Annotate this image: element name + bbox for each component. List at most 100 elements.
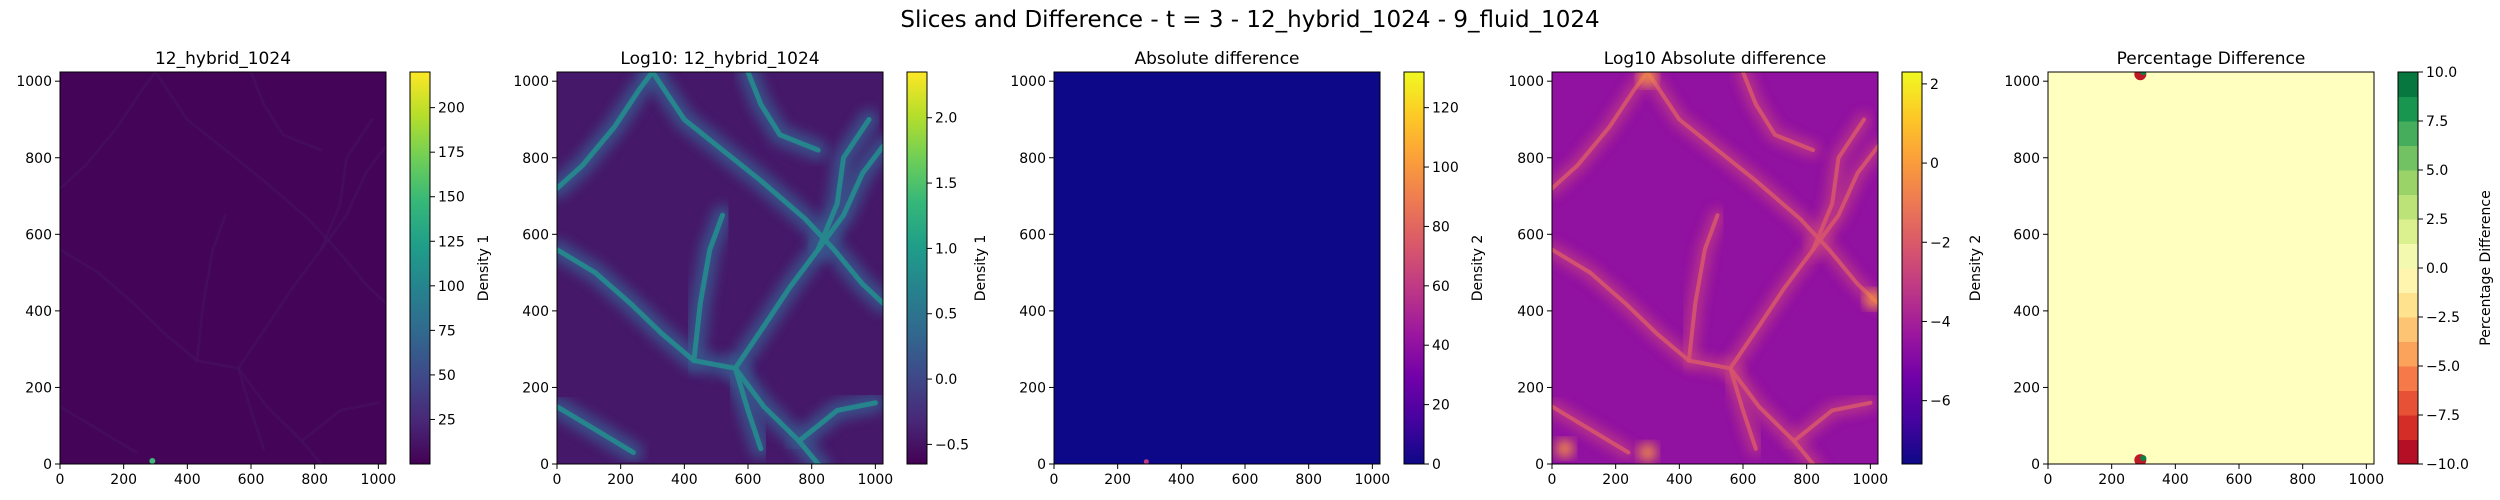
- filament-7: [60, 405, 138, 454]
- panel-title: 12_hybrid_1024: [155, 49, 291, 69]
- colorbar-level: [2398, 341, 2418, 367]
- colorbar-frame: [1901, 71, 1923, 465]
- y-tick-label: 0: [43, 457, 52, 473]
- colorbar-level: [2398, 415, 2418, 440]
- x-tick-label: 200: [1602, 472, 1629, 488]
- y-tick-label: 800: [522, 151, 549, 167]
- x-tick-label: 600: [238, 472, 265, 488]
- colorbar-tick-label: 125: [438, 234, 465, 250]
- filament-4: [154, 72, 386, 305]
- heatmap-field: [60, 72, 386, 464]
- colorbar-level: [2398, 145, 2418, 171]
- colorbar-label: Density 1: [973, 235, 989, 302]
- figure-title: Slices and Difference - t = 3 - 12_hybri…: [900, 7, 1599, 33]
- colorbar-tick-label: 80: [1432, 219, 1450, 235]
- filament-5: [195, 213, 227, 363]
- y-tick-label: 1000: [16, 74, 52, 90]
- colorbar-frame: [1403, 71, 1425, 465]
- colorbar-level: [2398, 194, 2418, 220]
- colorbar-gradient: [1404, 72, 1424, 464]
- filament-4: [650, 72, 883, 306]
- x-tick-label: 200: [1104, 472, 1131, 488]
- colorbar-tick-label: 20: [1432, 398, 1450, 414]
- x-tick-label: 400: [671, 472, 698, 488]
- hotspot-1: [1864, 290, 1878, 309]
- colorbar-tick-label: 100: [1432, 160, 1459, 176]
- colorbar-label: Density 2: [1470, 235, 1486, 302]
- colorbar-tick-label: 2: [1930, 77, 1939, 93]
- x-tick-label: 400: [174, 472, 201, 488]
- colorbar-tick-label: 1.5: [935, 176, 957, 192]
- x-tick-label: 400: [1168, 472, 1195, 488]
- colorbar-tick-label: 75: [438, 323, 456, 339]
- colorbar-tick-label: −6: [1930, 394, 1951, 410]
- colorbar-tick-label: 7.5: [2426, 114, 2448, 130]
- x-tick-label: 400: [2162, 472, 2189, 488]
- filament-3: [557, 72, 655, 191]
- x-tick-label: 200: [110, 472, 137, 488]
- y-tick-label: 400: [2013, 304, 2040, 320]
- colorbar-tick-label: −4: [1930, 314, 1951, 330]
- y-tick-label: 1000: [513, 74, 549, 90]
- colorbar-label: Percentage Difference: [2478, 190, 2494, 345]
- y-tick-label: 0: [2031, 457, 2040, 473]
- filament-4: [1645, 72, 1878, 306]
- y-tick-label: 800: [2013, 151, 2040, 167]
- x-tick-label: 600: [1232, 472, 1259, 488]
- x-tick-label: 400: [1666, 472, 1693, 488]
- x-tick-label: 600: [1730, 472, 1757, 488]
- colorbar-tick-label: −2.5: [2426, 310, 2460, 326]
- x-tick-label: 800: [1793, 472, 1820, 488]
- colorbar-tick-label: 0.0: [2426, 261, 2448, 277]
- filament-9: [1811, 117, 1866, 252]
- colorbar-label: Density 1: [476, 235, 492, 302]
- x-tick-label: 600: [2226, 472, 2253, 488]
- colorbar-level: [2398, 366, 2418, 391]
- x-tick-label: 800: [2289, 472, 2316, 488]
- hotspot-0: [1638, 72, 1657, 87]
- y-tick-label: 200: [2013, 380, 2040, 396]
- colorbar-tick-label: −5.0: [2426, 359, 2460, 375]
- y-tick-label: 1000: [1010, 74, 1046, 90]
- colorbar-tick-label: 5.0: [2426, 163, 2448, 179]
- panel-title: Absolute difference: [1134, 49, 1299, 69]
- colorbar-tick-label: −0.5: [935, 437, 969, 453]
- filament-2: [1728, 366, 1758, 451]
- colorbar-level: [2398, 219, 2418, 244]
- x-tick-label: 1000: [858, 472, 894, 488]
- colorbar-level: [2398, 96, 2418, 122]
- filament-8: [745, 72, 821, 153]
- y-tick-label: 600: [522, 227, 549, 243]
- colorbar-label: Density 2: [1968, 235, 1984, 302]
- hotspot-2: [1638, 443, 1657, 462]
- y-tick-label: 1000: [1508, 74, 1544, 90]
- colorbar-tick-label: 0: [1930, 156, 1939, 172]
- hotspot-3: [1555, 439, 1574, 458]
- filament-6: [300, 401, 380, 443]
- y-tick-label: 200: [522, 380, 549, 396]
- x-tick-label: 1000: [1853, 472, 1889, 488]
- diff-spot-core-1: [2140, 455, 2147, 462]
- filament-5: [691, 212, 725, 364]
- colorbar-level: [2398, 170, 2418, 195]
- x-tick-label: 600: [735, 472, 762, 488]
- x-tick-label: 200: [2098, 472, 2125, 488]
- filament-8: [1741, 72, 1816, 153]
- y-tick-label: 600: [2013, 227, 2040, 243]
- axes-frame: [1551, 71, 1879, 465]
- y-tick-label: 800: [25, 151, 52, 167]
- colorbar-tick-label: 2.0: [935, 111, 957, 127]
- filament-9: [815, 117, 872, 253]
- filament-7: [557, 404, 636, 455]
- axes-frame: [2047, 71, 2375, 465]
- x-tick-label: 0: [2044, 472, 2053, 488]
- y-tick-label: 800: [1019, 151, 1046, 167]
- filament-9: [319, 118, 374, 252]
- colorbar-tick-label: 0: [1432, 457, 1441, 473]
- colorbar-tick-label: 100: [438, 279, 465, 295]
- y-tick-label: 600: [25, 227, 52, 243]
- y-tick-label: 800: [1517, 151, 1544, 167]
- colorbar-level: [2398, 292, 2418, 318]
